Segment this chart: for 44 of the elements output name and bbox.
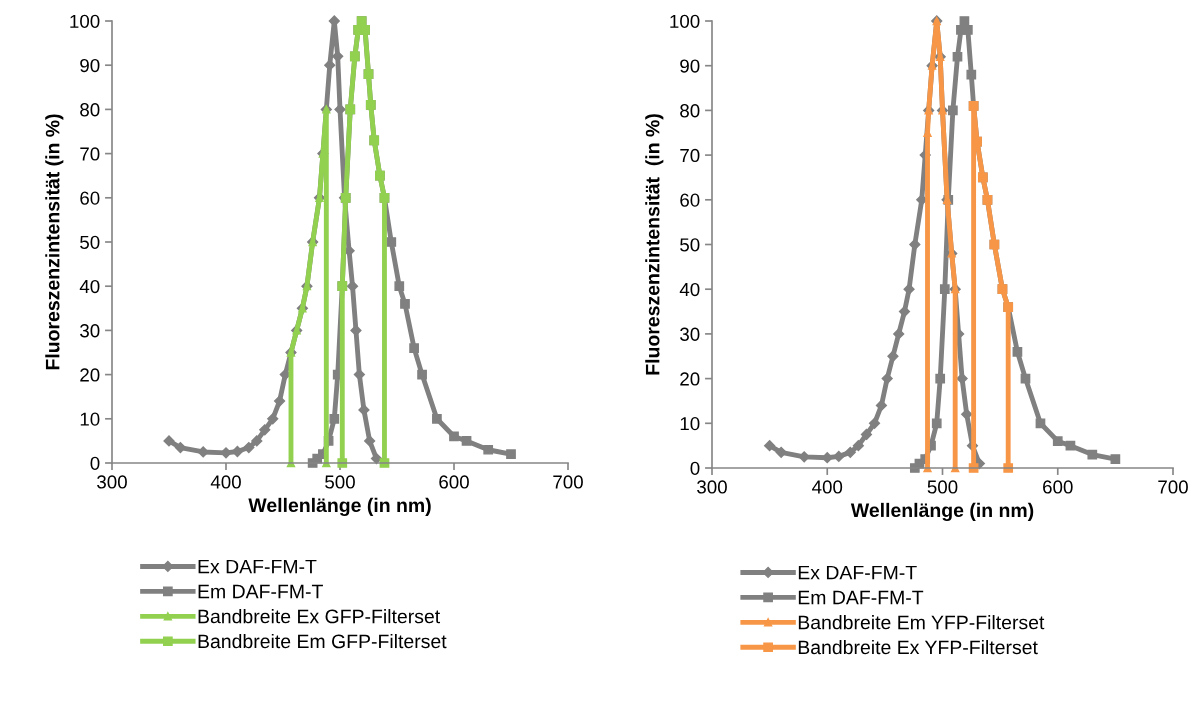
- y-tick-label: 30: [680, 327, 700, 341]
- x-tick-label: 600: [439, 475, 469, 489]
- x-tick-label: 600: [1043, 480, 1073, 494]
- legend-label: Bandbreite Em GFP-Filterset: [198, 633, 447, 649]
- y-tick-label: 30: [80, 324, 100, 338]
- y-tick-label: 40: [79, 279, 100, 294]
- y-tick-label: 80: [80, 103, 100, 117]
- y-axis-title: Fluoreszenzintensität (in %): [45, 114, 64, 370]
- y-tick-label: 80: [680, 104, 700, 118]
- x-tick-label: 300: [97, 475, 127, 489]
- x-tick-label: 700: [553, 475, 583, 489]
- y-tick-label: 90: [680, 59, 700, 73]
- y-tick-label: 10: [80, 412, 100, 426]
- x-tick-label: 500: [927, 480, 958, 494]
- legend-label: Bandbreite Ex GFP-Filterset: [198, 609, 441, 624]
- legend-label: Bandbreite Ex YFP-Filterset: [798, 639, 1038, 655]
- x-axis-title: Wellenlänge (in nm): [850, 502, 1034, 522]
- legend-label: Ex DAF-FM-T: [198, 559, 317, 574]
- y-tick-label: 20: [80, 368, 100, 382]
- legend-label: Em DAF-FM-T: [798, 590, 924, 605]
- y-tick-label: 70: [80, 147, 100, 161]
- y-tick-label: 0: [690, 461, 700, 475]
- y-tick-label: 50: [680, 238, 700, 252]
- y-tick-label: 60: [680, 193, 700, 207]
- x-tick-label: 400: [812, 480, 843, 494]
- y-tick-label: 90: [80, 58, 100, 73]
- y-tick-label: 100: [670, 14, 700, 28]
- x-tick-label: 300: [697, 480, 727, 494]
- y-tick-label: 60: [80, 191, 100, 205]
- legend-label: Ex DAF-FM-T: [798, 565, 917, 580]
- x-tick-label: 700: [1158, 480, 1188, 494]
- y-tick-label: 100: [70, 14, 100, 28]
- x-tick-label: 500: [325, 475, 355, 489]
- y-tick-label: 50: [80, 235, 100, 249]
- y-tick-label: 0: [90, 456, 100, 470]
- legend-label: Em DAF-FM-T: [198, 584, 323, 599]
- x-axis-title: Wellenlänge (in nm): [248, 497, 431, 517]
- x-tick-label: 400: [210, 475, 241, 489]
- legend-label: Bandbreite Em YFP-Filterset: [798, 615, 1045, 630]
- y-tick-label: 70: [680, 148, 700, 163]
- y-tick-label: 10: [680, 417, 700, 431]
- y-tick-label: 20: [680, 372, 700, 386]
- y-tick-label: 40: [679, 282, 700, 297]
- y-axis-title: Fluoreszenzintensität (in %): [645, 114, 664, 375]
